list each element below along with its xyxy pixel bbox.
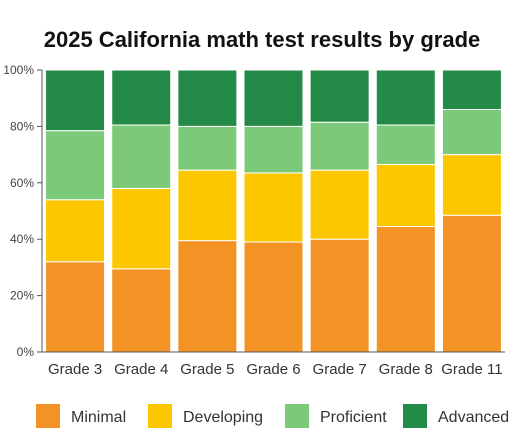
bar-segment-minimal: [375, 226, 436, 353]
legend-label: Minimal: [71, 409, 126, 426]
bar-segment-minimal: [243, 241, 304, 353]
bar-stack-grade-5: [177, 69, 238, 353]
legend-item-proficient: Proficient: [285, 404, 387, 428]
legend: Minimal Developing Proficient Advanced: [36, 404, 509, 428]
bar-segment-proficient: [111, 124, 172, 189]
legend-swatch: [148, 404, 172, 428]
bar-stack-grade-3: [45, 69, 106, 353]
bar-segment-proficient: [441, 108, 502, 156]
x-tick-label: Grade 4: [114, 361, 168, 378]
x-tick-label: Grade 3: [48, 361, 102, 378]
bar-segment-minimal: [45, 261, 106, 353]
x-tick-label: Grade 11: [441, 361, 502, 378]
legend-label: Developing: [183, 409, 263, 426]
bar-segment-advanced: [45, 69, 106, 132]
chart-title: 2025 California math test results by gra…: [44, 27, 481, 52]
x-tick-label: Grade 5: [180, 361, 234, 378]
bar-segment-developing: [375, 163, 436, 228]
y-tick-label: 60%: [10, 176, 34, 190]
bar-segment-advanced: [309, 69, 370, 123]
bar-segment-minimal: [441, 214, 502, 353]
legend-item-minimal: Minimal: [36, 404, 126, 428]
bar-segment-advanced: [177, 69, 238, 127]
bar-segment-minimal: [309, 238, 370, 353]
bar-segment-developing: [243, 172, 304, 243]
bar-segment-developing: [441, 154, 502, 216]
bar-segment-minimal: [111, 268, 172, 353]
bar-segment-developing: [45, 199, 106, 263]
legend-swatch: [403, 404, 427, 428]
x-tick-label: Grade 8: [379, 361, 433, 378]
legend-swatch: [36, 404, 60, 428]
bar-segment-proficient: [45, 130, 106, 201]
bar-segment-proficient: [309, 121, 370, 171]
bar-segment-proficient: [243, 125, 304, 174]
bar-stack-grade-8: [375, 69, 436, 353]
legend-label: Proficient: [320, 409, 387, 426]
bar-stack-grade-7: [309, 69, 370, 353]
bar-segment-minimal: [177, 240, 238, 353]
bar-stack-grade-11: [441, 69, 502, 353]
bar-segment-developing: [177, 169, 238, 242]
bar-segment-proficient: [375, 124, 436, 165]
y-tick-label: 0%: [17, 345, 35, 359]
legend-label: Advanced: [438, 409, 509, 426]
bar-stack-grade-6: [243, 69, 304, 353]
bar-segment-developing: [309, 169, 370, 240]
bar-segment-advanced: [243, 69, 304, 127]
bar-stacks: [45, 69, 502, 353]
x-tick-label: Grade 7: [313, 361, 367, 378]
legend-swatch: [285, 404, 309, 428]
x-tick-label: Grade 6: [246, 361, 300, 378]
y-tick-label: 40%: [10, 232, 34, 246]
y-tick-label: 80%: [10, 119, 34, 133]
x-axis: Grade 3 Grade 4 Grade 5 Grade 6 Grade 7 Grade…: [42, 351, 505, 378]
bar-stack-grade-4: [111, 69, 172, 353]
bar-segment-advanced: [111, 69, 172, 126]
bar-segment-proficient: [177, 125, 238, 171]
y-tick-label: 20%: [10, 289, 34, 303]
legend-item-developing: Developing: [148, 404, 263, 428]
bar-segment-advanced: [375, 69, 436, 126]
y-axis: 0% 20% 40% 60% 80% 100%: [3, 63, 43, 359]
bar-segment-developing: [111, 187, 172, 270]
legend-item-advanced: Advanced: [403, 404, 509, 428]
y-tick-label: 100%: [3, 63, 34, 77]
bar-segment-advanced: [441, 69, 502, 110]
